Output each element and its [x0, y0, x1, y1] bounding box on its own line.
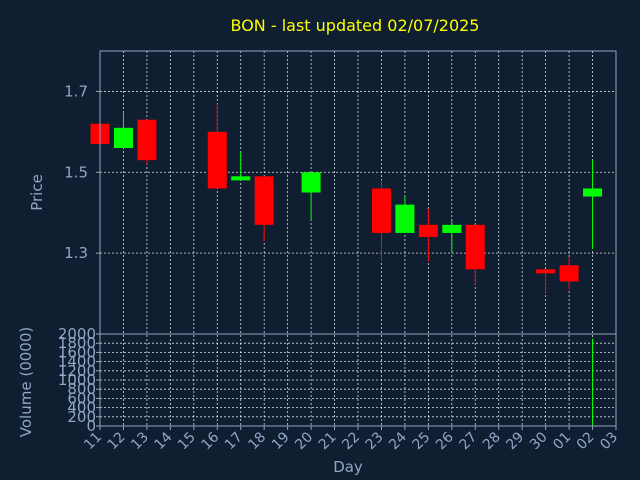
tick-layer: 11 12 13 14 15 16 17 18 19 20 21 22 23 24 25 26 27 28 29 30…: [58, 82, 621, 453]
x-tick-label: 13: [128, 429, 152, 453]
price-tick-label: 1.3: [64, 244, 88, 262]
x-tick-label: 03: [597, 429, 621, 453]
x-tick-label: 30: [527, 429, 551, 453]
x-tick-label: 18: [245, 429, 269, 453]
volume-tick-label: 1200: [58, 362, 96, 380]
x-tick-label: 17: [222, 429, 246, 453]
candle-body-30: [536, 269, 556, 274]
x-tick-label: 24: [386, 429, 410, 453]
candle-body-20: [301, 172, 321, 193]
candle-layer: [90, 103, 603, 294]
candle-body-02: [583, 188, 603, 197]
candle-body-18: [254, 176, 274, 225]
volume-panel-frame: [99, 333, 617, 427]
candle-body-13: [137, 119, 157, 161]
candle-body-12: [113, 127, 133, 149]
x-tick-label: 02: [574, 429, 598, 453]
volume-tick-label: 1400: [58, 353, 96, 371]
volume-tick-label: 200: [67, 408, 96, 426]
x-tick-label: 01: [550, 429, 574, 453]
volume-tick-label: 1800: [58, 334, 96, 352]
x-tick-label: 20: [292, 429, 316, 453]
x-tick-label: 14: [152, 429, 176, 453]
volume-tick-label: 400: [67, 399, 96, 417]
volume-tick-label: 0: [86, 417, 96, 435]
candle-body-23: [371, 188, 391, 233]
volume-tick-label: 1600: [58, 343, 96, 361]
volume-tick-label: 800: [67, 380, 96, 398]
candle-body-16: [207, 131, 227, 189]
x-tick-label: 23: [363, 429, 387, 453]
x-tick-label: 22: [339, 429, 363, 453]
candle-body-01: [559, 265, 579, 282]
candle-body-25: [418, 224, 438, 237]
grid-layer: [100, 51, 616, 426]
candle-body-17: [231, 176, 251, 181]
x-tick-label: 28: [480, 429, 504, 453]
chart-title: BON - last updated 02/07/2025: [231, 16, 480, 35]
price-tick-label: 1.7: [64, 82, 88, 100]
price-tick-label: 1.5: [64, 163, 88, 181]
x-tick-label: 16: [198, 429, 222, 453]
candle-body-27: [465, 224, 485, 270]
x-tick-label: 27: [456, 429, 480, 453]
volume-tick-label: 600: [67, 389, 96, 407]
candle-body-24: [395, 204, 415, 233]
x-tick-label: 19: [269, 429, 293, 453]
price-axis-label: Price: [28, 174, 46, 211]
volume-tick-label: 1000: [58, 371, 96, 389]
x-tick-label: 15: [175, 429, 199, 453]
x-axis-label: Day: [333, 458, 363, 476]
x-tick-label: 12: [105, 429, 129, 453]
volume-axis-label: Volume (0000): [17, 327, 35, 437]
x-tick-label: 26: [433, 429, 457, 453]
x-tick-label: 21: [316, 429, 340, 453]
candle-body-26: [442, 224, 462, 233]
volume-tick-label: 2000: [58, 325, 96, 343]
x-tick-label: 25: [410, 429, 434, 453]
x-tick-label: 29: [503, 429, 527, 453]
